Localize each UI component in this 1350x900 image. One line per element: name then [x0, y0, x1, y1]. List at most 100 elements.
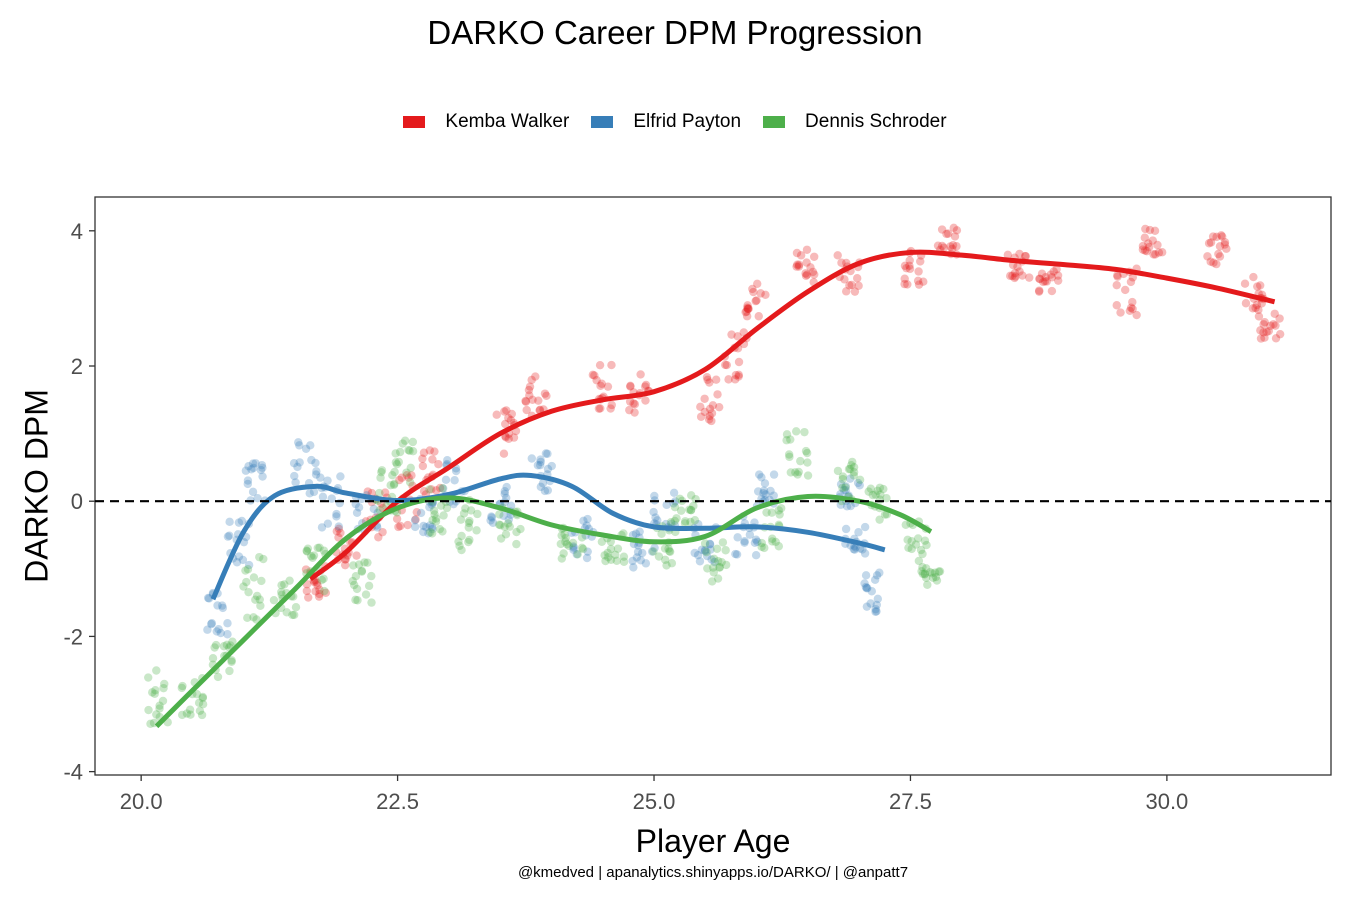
- data-point-elfrid-payton: [543, 486, 553, 495]
- data-point-dennis-schroder: [319, 546, 329, 555]
- y-axis-label: DARKO DPM: [18, 389, 55, 583]
- data-point-kemba-walker: [404, 473, 413, 482]
- data-point-elfrid-payton: [305, 489, 314, 498]
- data-point-elfrid-payton: [500, 487, 509, 496]
- data-point-dennis-schroder: [256, 601, 265, 610]
- data-point-dennis-schroder: [309, 551, 319, 560]
- data-point-kemba-walker: [501, 419, 510, 429]
- data-point-kemba-walker: [916, 257, 925, 266]
- data-point-kemba-walker: [761, 290, 770, 300]
- data-point-dennis-schroder: [376, 473, 385, 482]
- x-tick-label: 22.5: [376, 789, 419, 814]
- trend-line-dennis-schroder: [154, 493, 933, 729]
- data-point-elfrid-payton: [858, 545, 867, 554]
- data-point-kemba-walker: [749, 287, 758, 297]
- data-point-elfrid-payton: [295, 458, 304, 467]
- data-point-kemba-walker: [952, 242, 961, 251]
- data-point-dennis-schroder: [670, 516, 680, 526]
- data-point-dennis-schroder: [454, 537, 463, 546]
- data-point-kemba-walker: [315, 589, 324, 599]
- data-point-kemba-walker: [702, 373, 712, 382]
- data-point-kemba-walker: [428, 455, 437, 464]
- data-point-dennis-schroder: [155, 701, 164, 710]
- data-point-elfrid-payton: [258, 463, 267, 473]
- data-point-kemba-walker: [900, 274, 909, 283]
- data-point-kemba-walker: [948, 244, 957, 254]
- data-point-elfrid-payton: [842, 502, 852, 511]
- data-point-dennis-schroder: [604, 553, 613, 562]
- data-point-dennis-schroder: [213, 672, 223, 682]
- data-point-elfrid-payton: [841, 482, 851, 491]
- data-point-kemba-walker: [1015, 267, 1024, 276]
- data-point-elfrid-payton: [853, 478, 863, 488]
- data-point-kemba-walker: [842, 258, 851, 268]
- data-point-dennis-schroder: [597, 537, 607, 547]
- data-point-dennis-schroder: [606, 555, 616, 565]
- data-point-dennis-schroder: [512, 527, 521, 537]
- data-point-kemba-walker: [1141, 224, 1150, 234]
- data-point-elfrid-payton: [238, 555, 248, 565]
- data-point-elfrid-payton: [247, 465, 256, 474]
- data-point-kemba-walker: [743, 304, 753, 313]
- data-point-elfrid-payton: [311, 458, 320, 468]
- data-point-kemba-walker: [314, 592, 324, 601]
- legend-item-elfrid-payton: Elfrid Payton: [591, 111, 741, 133]
- data-point-kemba-walker: [1025, 273, 1034, 282]
- data-point-kemba-walker: [607, 360, 616, 370]
- data-point-elfrid-payton: [289, 459, 299, 468]
- data-point-kemba-walker: [1034, 287, 1044, 296]
- data-point-dennis-schroder: [703, 564, 712, 573]
- data-point-kemba-walker: [1157, 248, 1167, 257]
- data-point-dennis-schroder: [391, 458, 401, 467]
- data-point-dennis-schroder: [702, 547, 711, 557]
- data-point-elfrid-payton: [441, 475, 451, 485]
- data-point-elfrid-payton: [234, 552, 244, 561]
- data-point-elfrid-payton: [861, 582, 871, 592]
- data-point-kemba-walker: [394, 522, 403, 532]
- data-point-dennis-schroder: [222, 640, 232, 650]
- data-point-dennis-schroder: [430, 510, 439, 519]
- data-point-elfrid-payton: [641, 559, 651, 568]
- data-point-elfrid-payton: [203, 593, 213, 603]
- data-point-dennis-schroder: [198, 693, 207, 703]
- data-point-kemba-walker: [1121, 285, 1130, 295]
- data-point-elfrid-payton: [755, 470, 764, 479]
- data-point-dennis-schroder: [391, 449, 400, 458]
- data-point-dennis-schroder: [243, 565, 253, 574]
- data-point-dennis-schroder: [431, 514, 441, 523]
- data-point-elfrid-payton: [693, 550, 703, 560]
- data-point-dennis-schroder: [849, 467, 859, 477]
- data-point-dennis-schroder: [928, 573, 938, 583]
- data-point-elfrid-payton: [256, 465, 266, 475]
- data-point-kemba-walker: [1046, 270, 1055, 279]
- data-point-dennis-schroder: [882, 493, 891, 503]
- y-tick-label: -4: [63, 760, 83, 785]
- data-point-elfrid-payton: [499, 511, 508, 521]
- data-point-dennis-schroder: [800, 427, 809, 437]
- data-point-kemba-walker: [504, 413, 513, 423]
- data-point-elfrid-payton: [311, 470, 321, 479]
- data-point-dennis-schroder: [920, 536, 930, 545]
- data-point-elfrid-payton: [425, 521, 435, 530]
- x-tick-label: 25.0: [633, 789, 676, 814]
- data-point-kemba-walker: [1047, 273, 1057, 282]
- data-point-kemba-walker: [630, 408, 639, 417]
- data-point-kemba-walker: [592, 376, 601, 385]
- data-point-kemba-walker: [1126, 303, 1136, 312]
- data-point-dennis-schroder: [277, 587, 286, 597]
- data-point-dennis-schroder: [918, 569, 928, 579]
- data-point-dennis-schroder: [803, 471, 813, 480]
- data-point-kemba-walker: [1266, 321, 1275, 330]
- data-point-kemba-walker: [792, 262, 801, 271]
- data-point-elfrid-payton: [204, 594, 214, 603]
- data-point-kemba-walker: [321, 588, 331, 598]
- data-point-dennis-schroder: [923, 580, 932, 589]
- data-point-dennis-schroder: [144, 673, 153, 682]
- data-point-dennis-schroder: [700, 539, 710, 548]
- data-point-dennis-schroder: [782, 430, 792, 439]
- data-point-dennis-schroder: [185, 705, 195, 714]
- data-point-kemba-walker: [708, 401, 718, 410]
- data-point-dennis-schroder: [676, 506, 686, 515]
- data-point-dennis-schroder: [405, 478, 415, 487]
- data-point-dennis-schroder: [195, 706, 205, 716]
